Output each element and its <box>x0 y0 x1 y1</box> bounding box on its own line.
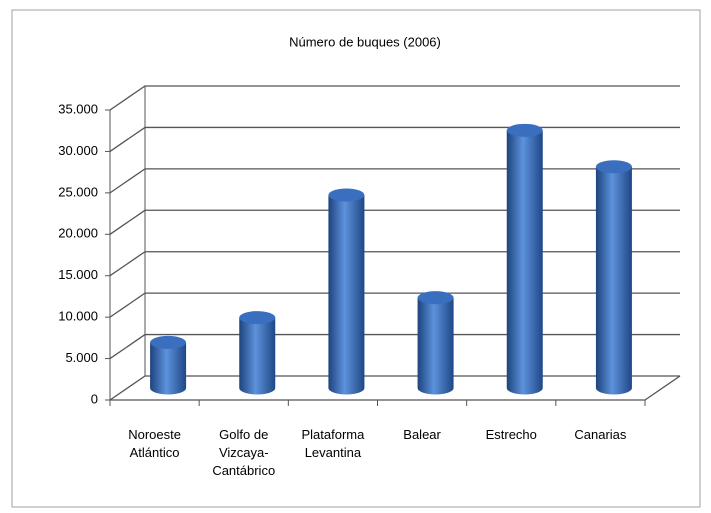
bar-top <box>506 123 543 137</box>
grid-line <box>109 168 680 194</box>
y-tick-label: 30.000 <box>58 143 98 158</box>
x-tick-label: Canarias <box>574 427 627 442</box>
bar-top <box>595 160 632 174</box>
x-tick-label: Plataforma Levantina <box>301 427 365 460</box>
grid-line <box>109 251 680 277</box>
grid-line <box>109 126 680 152</box>
bar <box>417 297 454 395</box>
x-tick-label: Balear <box>403 427 441 442</box>
grid-line <box>109 209 680 235</box>
grid-line <box>109 292 680 318</box>
y-tick-label: 15.000 <box>58 267 98 282</box>
x-tick-label: Golfo de Vizcaya-Cantábrico <box>212 427 276 478</box>
bar <box>595 166 632 395</box>
y-tick-label: 20.000 <box>58 226 98 241</box>
grid-line <box>109 333 680 360</box>
chart-title: Número de buques (2006) <box>289 34 441 49</box>
grid-line <box>109 85 680 111</box>
y-tick-label: 10.000 <box>58 309 98 324</box>
y-tick-label: 0 <box>91 391 98 406</box>
y-tick-label: 5.000 <box>65 350 98 365</box>
x-tick-label: Noroeste Atlántico <box>128 427 181 460</box>
bar <box>239 317 276 395</box>
bar <box>506 130 543 395</box>
grid-line <box>109 375 680 401</box>
y-tick-label: 35.000 <box>58 101 98 116</box>
bar-top <box>328 188 365 202</box>
bar-top <box>417 291 454 305</box>
y-tick-label: 25.000 <box>58 184 98 199</box>
bar-top <box>150 335 187 349</box>
bar <box>150 342 187 395</box>
x-tick-label: Estrecho <box>485 427 537 442</box>
bar <box>328 194 365 395</box>
bar-top <box>239 311 276 325</box>
